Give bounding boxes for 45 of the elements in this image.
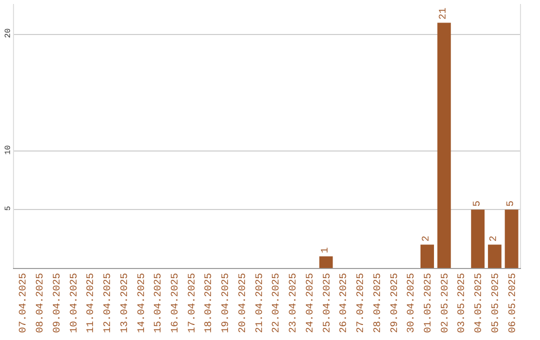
- y-tick-label: 5: [4, 206, 13, 211]
- x-tick-label: 09.04.2025: [52, 273, 64, 334]
- x-tick-label: 19.04.2025: [221, 273, 232, 334]
- x-tick-label: 03.05.2025: [457, 273, 468, 334]
- bar: [488, 244, 502, 268]
- x-tick-label: 20.04.2025: [238, 273, 249, 334]
- x-tick-label: 08.04.2025: [36, 273, 47, 334]
- x-tick-label: 17.04.2025: [187, 273, 198, 334]
- x-tick-label: 30.04.2025: [406, 273, 418, 334]
- x-tick-label: 04.05.2025: [474, 273, 486, 334]
- x-tick-label: 28.04.2025: [372, 273, 384, 334]
- x-tick-label: 14.04.2025: [136, 273, 148, 334]
- x-tick-label: 07.04.2025: [18, 273, 30, 334]
- x-tick-label: 26.04.2025: [339, 273, 350, 334]
- bar: [437, 22, 451, 268]
- data-label: 1: [320, 247, 332, 254]
- x-tick-label: 21.04.2025: [254, 273, 266, 334]
- x-tick-label: 01.05.2025: [423, 273, 434, 334]
- x-tick-label: 11.04.2025: [86, 273, 98, 334]
- x-tick-label: 23.04.2025: [288, 273, 300, 334]
- x-tick-label: 29.04.2025: [390, 273, 401, 334]
- bar: [504, 210, 518, 268]
- x-tick-label: 16.04.2025: [170, 273, 182, 334]
- data-label: 5: [472, 200, 484, 207]
- x-tick-label: 12.04.2025: [103, 273, 114, 334]
- data-label: 2: [489, 236, 500, 242]
- x-tick-label: 24.04.2025: [305, 273, 316, 334]
- x-tick-label: 06.05.2025: [508, 273, 519, 334]
- data-label: 5: [506, 200, 518, 207]
- data-label: 2: [422, 236, 433, 242]
- y-tick-label: 10: [4, 144, 13, 155]
- x-tick-label: 10.04.2025: [69, 273, 80, 334]
- x-tick-label: 25.04.2025: [322, 273, 334, 334]
- x-tick-label: 18.04.2025: [204, 273, 216, 334]
- data-label: 21: [438, 8, 450, 20]
- x-tick-label: 05.05.2025: [490, 273, 502, 334]
- y-tick-label: 20: [4, 28, 13, 38]
- x-tick-label: 15.04.2025: [154, 273, 165, 334]
- bar: [420, 244, 434, 268]
- x-tick-label: 13.04.2025: [120, 273, 131, 334]
- x-tick-label: 02.05.2025: [440, 273, 452, 334]
- x-tick-label: 27.04.2025: [356, 273, 368, 334]
- x-tick-label: 22.04.2025: [272, 273, 283, 334]
- bar: [471, 210, 485, 268]
- bar: [319, 256, 333, 268]
